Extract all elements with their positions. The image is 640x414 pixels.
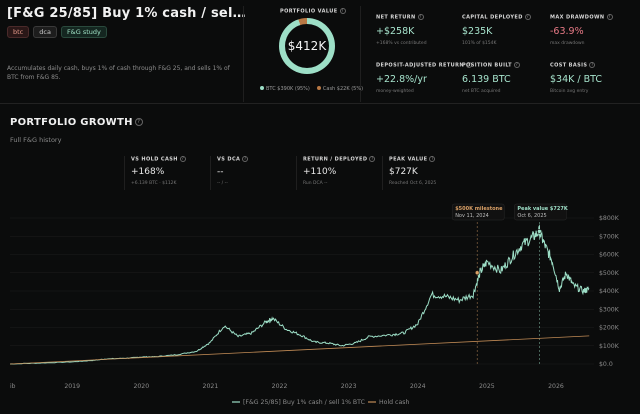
portfolio-growth-chart[interactable]: $0.0 $100K $200K $300K $400K $500K $600K $700K $…	[0, 198, 640, 414]
annotation-title: Peak value $727K	[517, 206, 568, 212]
portfolio-value: $412K	[287, 39, 327, 53]
x-tick-label: 2019	[64, 383, 80, 390]
help-icon[interactable]: ?	[417, 14, 424, 20]
metric-sub: max drawdown	[550, 40, 585, 46]
metric-value: 6.139 BTC	[462, 73, 511, 85]
help-icon[interactable]: ?	[134, 118, 143, 126]
stat-vs-dca: VS DCA? -- -- / --	[210, 156, 296, 190]
hold-cash-series-line	[9, 335, 590, 365]
stat-sub: Reached Oct 6, 2025	[389, 180, 437, 186]
stat-value: +168%	[131, 166, 165, 177]
portfolio-value-card: PORTFOLIO VALUE? $412K BTC $390K (95%) C…	[243, 6, 363, 102]
legend-cash: Cash $22K (5%)	[316, 86, 363, 92]
metric-sub: money-weighted	[376, 88, 414, 94]
metric-value: $34K / BTC	[550, 73, 602, 85]
strategy-description: Accumulates daily cash, buys 1% of cash …	[7, 65, 230, 81]
y-tick-label: $400K	[599, 288, 620, 295]
tag-btc[interactable]: btc	[7, 26, 30, 38]
strategy-title: [F&G 25/85] Buy 1% cash / sel…	[7, 6, 246, 21]
legend-btc: BTC $390K (95%)	[260, 86, 310, 92]
tag-list: btc dca F&G study	[7, 26, 107, 38]
metric-deposit-adjusted-return: DEPOSIT-ADJUSTED RETURN? +22.8%/yr money…	[376, 62, 472, 94]
portfolio-donut	[279, 18, 335, 74]
legend-label-hold-cash: Hold cash	[379, 399, 409, 406]
y-tick-label: $700K	[599, 233, 620, 240]
x-tick-label: 2020	[133, 383, 149, 390]
help-icon[interactable]: ?	[339, 8, 346, 14]
section-subtitle: Full F&G history	[10, 136, 62, 144]
legend-label-strategy: [F&G 25/85] Buy 1% cash / sell 1% BTC	[243, 399, 365, 406]
x-start-label: ib	[10, 383, 16, 390]
y-tick-label: $300K	[599, 306, 620, 313]
annotation-box	[514, 203, 567, 221]
tag-dca[interactable]: dca	[33, 26, 57, 38]
help-icon[interactable]: ?	[429, 156, 436, 162]
help-icon[interactable]: ?	[242, 156, 249, 162]
growth-stats: VS HOLD CASH? +168% +6.139 BTC · $112K V…	[124, 156, 444, 190]
header-panel: [F&G 25/85] Buy 1% cash / sel… btc dca F…	[0, 0, 640, 104]
metric-value: +$258K	[376, 25, 415, 37]
stat-sub: Run DCA --	[303, 180, 328, 186]
annotation-date: Nov 11, 2024	[455, 213, 489, 219]
section-title: PORTFOLIO GROWTH?	[10, 117, 143, 128]
portfolio-value-label: PORTFOLIO VALUE?	[280, 8, 346, 15]
stat-return-deployed: RETURN / DEPLOYED? +110% Run DCA --	[296, 156, 382, 190]
annotation-title: $500K milestone	[455, 206, 503, 212]
portfolio-legend: BTC $390K (95%) Cash $22K (5%)	[260, 86, 363, 92]
y-tick-label: $800K	[599, 215, 620, 222]
strategy-series-line	[9, 224, 590, 365]
stat-sub: -- / --	[217, 180, 228, 186]
x-tick-label: 2025	[479, 383, 495, 390]
metric-cost-basis: COST BASIS? $34K / BTC Bitcoin avg entry	[550, 62, 638, 108]
stat-value: $727K	[389, 166, 418, 177]
stat-value: --	[217, 166, 224, 177]
help-icon[interactable]: ?	[179, 156, 186, 162]
annotation-marker	[537, 229, 542, 234]
tag-fg-study[interactable]: F&G study	[60, 26, 107, 38]
metric-net-return: NET RETURN? +$258K +168% vs contributed	[376, 14, 464, 60]
help-icon[interactable]: ?	[606, 14, 613, 20]
y-tick-label: $100K	[599, 343, 620, 350]
stat-sub: +6.139 BTC · $112K	[131, 180, 177, 186]
annotation-marker	[474, 270, 480, 276]
x-tick-label: 2021	[203, 383, 219, 390]
metric-value: -63.9%	[550, 25, 584, 37]
x-tick-label: 2026	[548, 383, 564, 390]
metrics-grid: NET RETURN? +$258K +168% vs contributed …	[368, 6, 638, 102]
help-icon[interactable]: ?	[465, 62, 472, 68]
stat-peak-value: PEAK VALUE? $727K Reached Oct 6, 2025	[382, 156, 468, 190]
metric-sub: Bitcoin avg entry	[550, 88, 589, 94]
metric-max-drawdown: MAX DRAWDOWN? -63.9% max drawdown	[550, 14, 638, 60]
y-tick-label: $0.0	[599, 361, 613, 368]
x-tick-label: 2022	[272, 383, 288, 390]
help-icon[interactable]: ?	[369, 156, 376, 162]
help-icon[interactable]: ?	[513, 62, 520, 68]
y-tick-label: $600K	[599, 252, 620, 259]
metric-value: $235K	[462, 25, 493, 37]
annotation-box	[451, 203, 505, 221]
chart-svg[interactable]: $0.0 $100K $200K $300K $400K $500K $600K $700K $…	[0, 198, 640, 414]
metric-sub: net BTC acquired	[462, 88, 501, 94]
metric-sub: 101% of $154K	[462, 40, 497, 46]
annotation-date: Oct 6, 2025	[517, 213, 546, 219]
x-tick-label: 2024	[410, 383, 426, 390]
help-icon[interactable]: ?	[589, 62, 596, 68]
stat-value: +110%	[303, 166, 337, 177]
y-tick-label: $500K	[599, 270, 620, 277]
metric-value: +22.8%/yr	[376, 73, 427, 85]
stat-vs-hold-cash: VS HOLD CASH? +168% +6.139 BTC · $112K	[124, 156, 210, 190]
y-tick-label: $200K	[599, 325, 620, 332]
metric-position-built: POSITION BUILT? 6.139 BTC net BTC acquir…	[462, 62, 550, 108]
x-tick-label: 2023	[341, 383, 357, 390]
metric-capital-deployed: CAPITAL DEPLOYED? $235K 101% of $154K	[462, 14, 550, 60]
help-icon[interactable]: ?	[524, 14, 531, 20]
metric-sub: +168% vs contributed	[376, 40, 427, 46]
